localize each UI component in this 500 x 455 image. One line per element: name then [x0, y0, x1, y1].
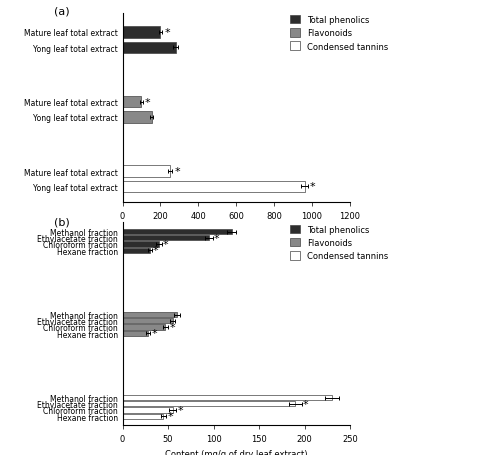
X-axis label: Content (mg/g of dry leaf extract): Content (mg/g of dry leaf extract) — [165, 226, 308, 235]
Text: (a): (a) — [54, 6, 70, 16]
Text: *: * — [310, 182, 316, 192]
Bar — [122, 318, 172, 324]
Bar — [122, 43, 176, 54]
Bar — [122, 230, 232, 235]
Text: *: * — [144, 97, 150, 107]
Legend: Total phenolics, Flavonoids, Condensed tannins: Total phenolics, Flavonoids, Condensed t… — [290, 225, 388, 261]
Text: *: * — [168, 411, 173, 421]
Bar — [122, 313, 177, 318]
Bar — [122, 112, 152, 123]
Bar — [122, 325, 166, 330]
Bar — [122, 331, 148, 336]
Bar — [122, 242, 159, 247]
Bar — [122, 248, 150, 253]
Text: *: * — [214, 233, 220, 243]
Text: *: * — [151, 329, 157, 339]
Bar — [122, 181, 304, 193]
Bar — [122, 236, 209, 241]
Text: (b): (b) — [54, 217, 70, 227]
X-axis label: Content (mg/g of dry leaf extract): Content (mg/g of dry leaf extract) — [165, 449, 308, 455]
Legend: Total phenolics, Flavonoids, Condensed tannins: Total phenolics, Flavonoids, Condensed t… — [290, 16, 388, 51]
Bar — [122, 27, 160, 39]
Bar — [122, 96, 142, 108]
Text: *: * — [303, 399, 309, 409]
Text: *: * — [170, 322, 175, 332]
Text: *: * — [178, 405, 183, 415]
Text: *: * — [163, 239, 168, 249]
Bar — [122, 166, 170, 177]
Bar — [122, 414, 164, 419]
Bar — [122, 401, 296, 406]
Text: *: * — [174, 167, 180, 177]
Text: *: * — [153, 246, 158, 256]
Bar — [122, 408, 172, 413]
Bar — [122, 395, 332, 400]
Text: *: * — [164, 28, 170, 38]
